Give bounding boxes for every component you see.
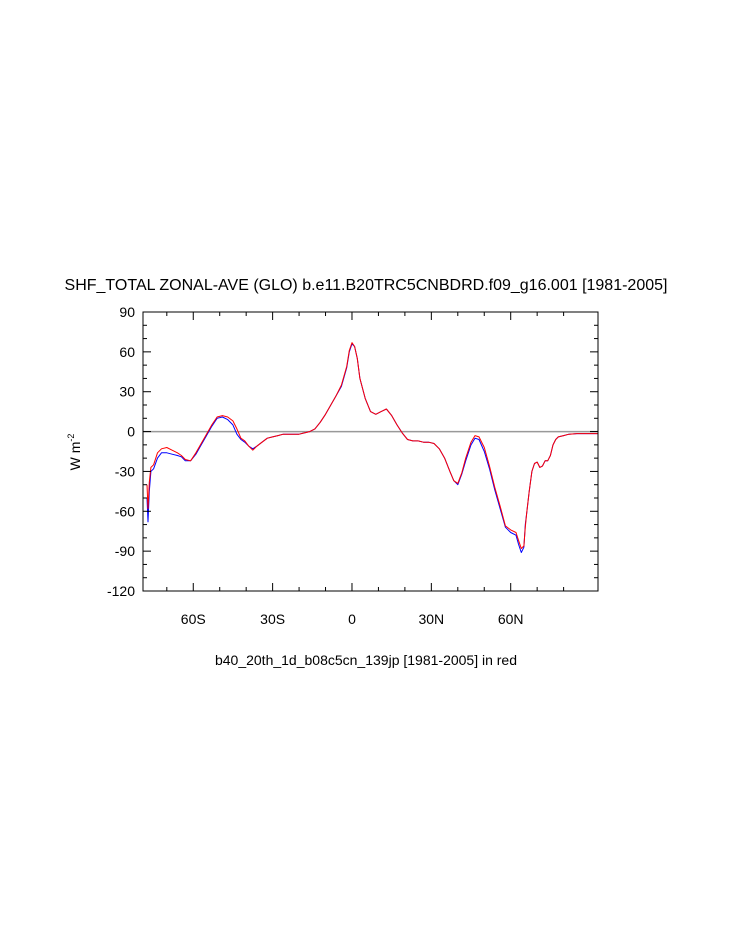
y-tick-label: -90 <box>115 543 135 559</box>
plot-frame <box>142 311 599 592</box>
y-axis-label: W m-2 <box>66 434 83 471</box>
x-tick-label: 30N <box>418 611 444 627</box>
y-tick-label: -120 <box>107 583 135 599</box>
x-tick-label: 0 <box>348 611 356 627</box>
x-tick-label: 60S <box>181 611 206 627</box>
series-line-blue <box>146 343 598 553</box>
y-tick-label: -30 <box>115 463 135 479</box>
x-tick-label: 30S <box>260 611 285 627</box>
chart-title: SHF_TOTAL ZONAL-AVE (GLO) b.e11.B20TRC5C… <box>65 277 668 294</box>
y-tick-label: -60 <box>115 503 135 519</box>
y-tick-label: 30 <box>119 384 135 400</box>
y-tick-label: 60 <box>119 344 135 360</box>
x-axis-label: b40_20th_1d_b08c5cn_139jp [1981-2005] in… <box>215 652 517 668</box>
x-tick-label: 60N <box>498 611 524 627</box>
series-line-red <box>146 342 598 549</box>
y-axis-label-text: W m <box>67 442 83 471</box>
y-tick-label: 90 <box>119 304 135 320</box>
y-tick-label: 0 <box>127 424 135 440</box>
svg-text:W m-2: W m-2 <box>66 434 83 471</box>
y-axis-label-superscript: -2 <box>66 434 76 442</box>
